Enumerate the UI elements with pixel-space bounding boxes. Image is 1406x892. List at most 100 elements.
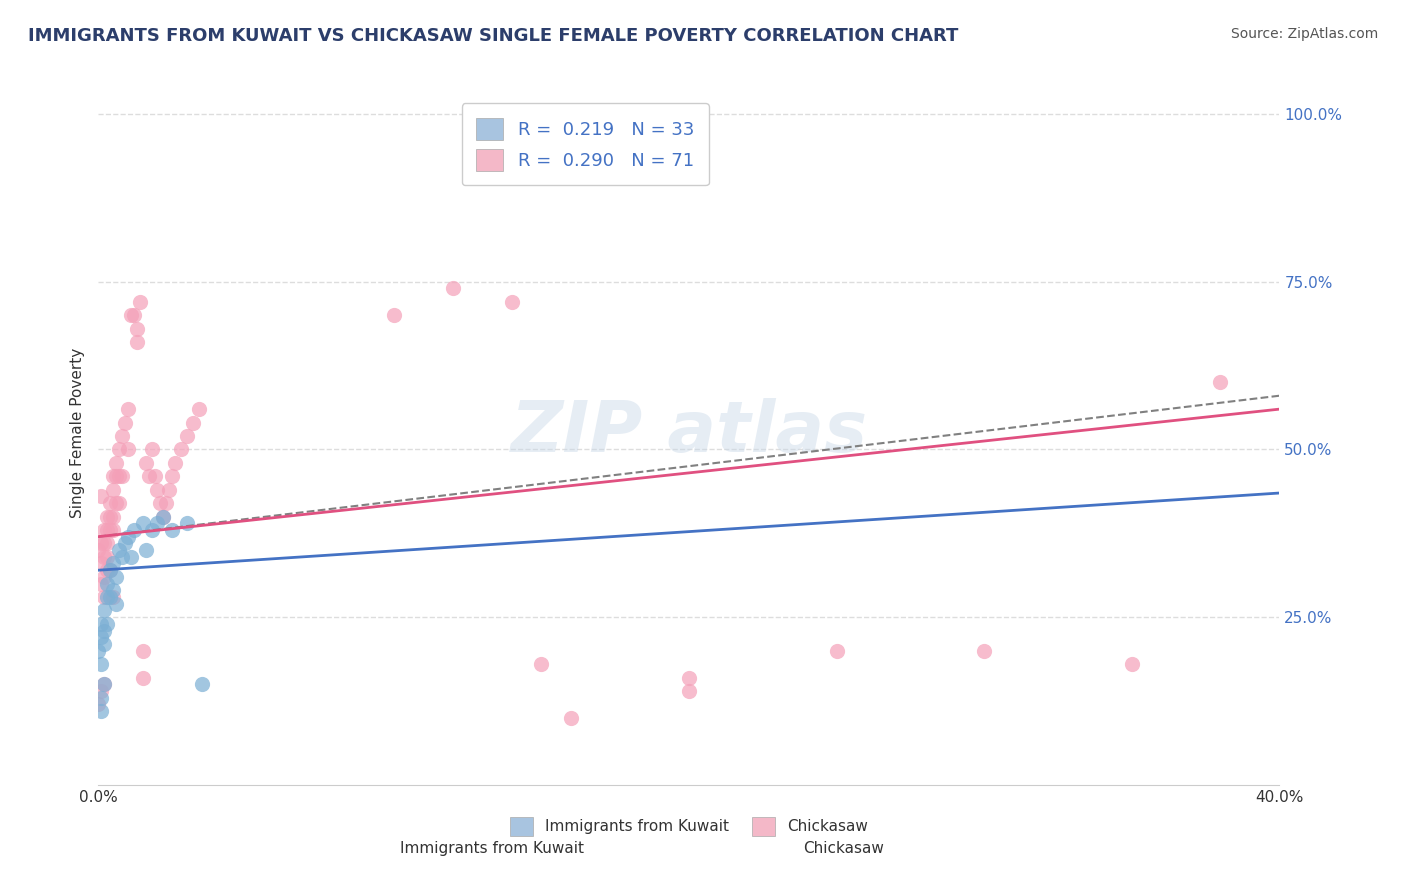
Point	[90, 657, 112, 672]
Point	[176, 429, 198, 443]
Point	[141, 523, 163, 537]
Point	[96, 590, 118, 604]
Y-axis label: Single Female Poverty: Single Female Poverty	[69, 348, 84, 517]
Point	[176, 516, 198, 531]
Point	[93, 677, 115, 691]
Point	[152, 509, 174, 524]
Point	[93, 523, 115, 537]
Text: ZIP atlas: ZIP atlas	[510, 398, 868, 467]
Point	[125, 334, 148, 349]
Point	[103, 509, 125, 524]
Point	[122, 523, 145, 537]
Point	[93, 677, 115, 691]
Point	[135, 543, 157, 558]
Point	[90, 557, 112, 571]
Point	[96, 563, 118, 577]
Point	[90, 630, 112, 644]
Point	[93, 536, 115, 550]
Point	[146, 516, 169, 531]
Point	[103, 590, 125, 604]
Point	[103, 523, 125, 537]
Point	[165, 456, 187, 470]
Point	[108, 496, 131, 510]
Point	[181, 416, 204, 430]
Point	[90, 616, 112, 631]
Point	[98, 563, 121, 577]
Point	[157, 483, 180, 497]
Point	[191, 677, 214, 691]
Text: IMMIGRANTS FROM KUWAIT VS CHICKASAW SINGLE FEMALE POVERTY CORRELATION CHART: IMMIGRANTS FROM KUWAIT VS CHICKASAW SING…	[28, 27, 959, 45]
Point	[96, 616, 118, 631]
Point	[108, 543, 131, 558]
Point	[162, 523, 183, 537]
Point	[117, 530, 139, 544]
Point	[93, 603, 115, 617]
Point	[117, 402, 139, 417]
Point	[120, 308, 142, 322]
Point	[90, 704, 112, 718]
Point	[128, 294, 150, 309]
Point	[155, 496, 177, 510]
Point	[111, 549, 134, 564]
Text: Chickasaw: Chickasaw	[803, 841, 884, 856]
Point	[108, 442, 131, 457]
Point	[132, 516, 155, 531]
Point	[108, 469, 131, 483]
Point	[96, 549, 118, 564]
Point	[441, 281, 464, 295]
Text: Source: ZipAtlas.com: Source: ZipAtlas.com	[1230, 27, 1378, 41]
Point	[105, 496, 128, 510]
Point	[96, 576, 118, 591]
Point	[93, 624, 115, 638]
Point	[132, 644, 155, 658]
Point	[111, 429, 134, 443]
Point	[132, 671, 155, 685]
Point	[90, 576, 112, 591]
Point	[1121, 657, 1143, 672]
Point	[114, 536, 136, 550]
Point	[98, 509, 121, 524]
Point	[530, 657, 553, 672]
Point	[678, 684, 700, 698]
Point	[93, 590, 115, 604]
Point	[1209, 376, 1232, 390]
Point	[90, 489, 112, 503]
Point	[120, 549, 142, 564]
Point	[96, 509, 118, 524]
Point	[103, 583, 125, 598]
Point	[138, 469, 160, 483]
Point	[87, 698, 110, 712]
Point	[103, 483, 125, 497]
Point	[111, 469, 134, 483]
Point	[103, 469, 125, 483]
Point	[87, 543, 110, 558]
Point	[98, 590, 121, 604]
Point	[90, 684, 112, 698]
Legend: Immigrants from Kuwait, Chickasaw: Immigrants from Kuwait, Chickasaw	[498, 805, 880, 847]
Point	[98, 563, 121, 577]
Point	[678, 671, 700, 685]
Point	[125, 321, 148, 335]
Point	[162, 469, 183, 483]
Point	[105, 469, 128, 483]
Point	[93, 637, 115, 651]
Point	[90, 536, 112, 550]
Point	[93, 549, 115, 564]
Point	[117, 442, 139, 457]
Point	[143, 469, 166, 483]
Point	[98, 523, 121, 537]
Point	[146, 483, 169, 497]
Point	[149, 496, 172, 510]
Point	[501, 294, 523, 309]
Point	[98, 496, 121, 510]
Point	[135, 456, 157, 470]
Point	[96, 536, 118, 550]
Point	[105, 597, 128, 611]
Point	[114, 416, 136, 430]
Point	[141, 442, 163, 457]
Point	[105, 570, 128, 584]
Text: Immigrants from Kuwait: Immigrants from Kuwait	[401, 841, 583, 856]
Point	[105, 456, 128, 470]
Point	[825, 644, 848, 658]
Point	[152, 509, 174, 524]
